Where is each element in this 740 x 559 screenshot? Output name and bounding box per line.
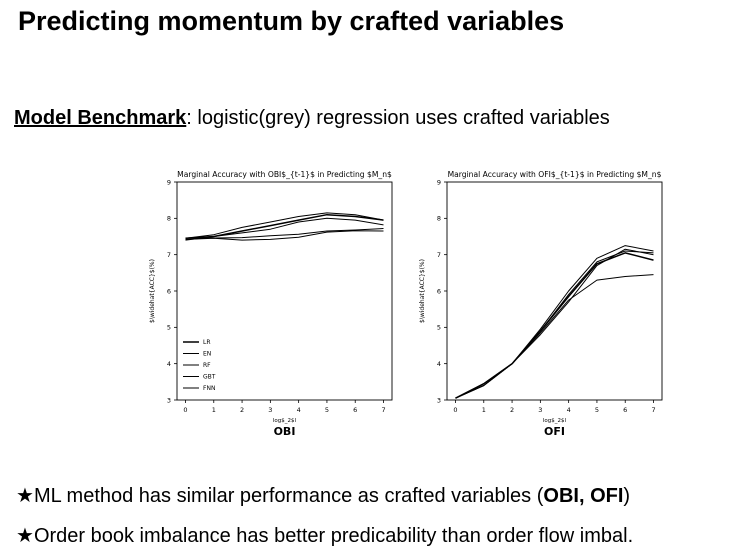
x-tick-label: 4 <box>297 406 301 414</box>
y-tick-label: 7 <box>167 251 171 259</box>
x-tick-label: 7 <box>381 406 385 414</box>
x-tick-label: 3 <box>538 406 542 414</box>
y-tick-label: 9 <box>437 178 441 186</box>
x-tick-label: 5 <box>595 406 599 414</box>
chart-title: Marginal Accuracy with OFI$_{t-1}$ in Pr… <box>448 170 662 179</box>
x-tick-label: 1 <box>212 406 216 414</box>
x-tick-label: 7 <box>651 406 655 414</box>
subtitle-rest: : logistic(grey) regression uses crafted… <box>186 107 610 129</box>
x-axis-label: log$_2$l <box>543 418 567 424</box>
y-tick-label: 3 <box>437 396 441 404</box>
bullet-text-after: ) <box>623 485 631 507</box>
y-tick-label: 4 <box>437 360 441 368</box>
plot-frame <box>446 181 663 401</box>
series-line-4 <box>455 250 654 399</box>
bullet-ml-performance: ★ML method has similar performance as cr… <box>16 483 630 508</box>
bullet-text-before: ML method has similar performance as cra… <box>33 485 544 507</box>
chart-title: Marginal Accuracy with OBI$_{t-1}$ in Pr… <box>177 170 392 179</box>
series-line-en <box>185 212 384 239</box>
y-tick-label: 4 <box>167 360 171 368</box>
obi-accuracy-chart: Marginal Accuracy with OBI$_{t-1}$ in Pr… <box>149 170 393 438</box>
y-tick-label: 8 <box>437 215 441 223</box>
x-tick-label: 5 <box>325 406 329 414</box>
ofi-accuracy-chart: Marginal Accuracy with OFI$_{t-1}$ in Pr… <box>419 170 663 438</box>
x-tick-label: 3 <box>268 406 272 414</box>
legend-label: LR <box>203 339 211 346</box>
x-tick-label: 0 <box>183 406 187 414</box>
x-tick-label: 6 <box>623 406 627 414</box>
series-line-gbt <box>185 228 384 239</box>
y-axis-label: $\widehat{ACC}$(%) <box>419 259 426 323</box>
legend-label: GBT <box>203 374 216 381</box>
y-tick-label: 6 <box>167 287 171 295</box>
star-icon: ★ <box>16 525 34 547</box>
series-line-1 <box>455 252 654 399</box>
y-tick-label: 5 <box>437 324 441 332</box>
subtitle-lead: Model Benchmark <box>14 107 187 129</box>
series-line-rf <box>185 230 384 241</box>
series-line-5 <box>455 248 654 399</box>
x-tick-label: 6 <box>353 406 357 414</box>
chart-caption: OBI <box>274 425 296 438</box>
x-tick-label: 2 <box>240 406 244 414</box>
legend-label: EN <box>203 351 211 358</box>
x-axis-label: log$_2$l <box>273 418 297 424</box>
chart-caption: OFI <box>544 425 565 438</box>
y-tick-label: 7 <box>437 251 441 259</box>
x-tick-label: 4 <box>567 406 571 414</box>
legend-label: FNN <box>203 385 215 392</box>
star-icon: ★ <box>16 485 34 507</box>
y-tick-label: 3 <box>167 396 171 404</box>
x-tick-label: 1 <box>482 406 486 414</box>
series-line-fnn <box>185 217 384 241</box>
x-tick-label: 2 <box>510 406 514 414</box>
slide-subtitle: Model Benchmark: logistic(grey) regressi… <box>14 107 610 130</box>
x-tick-label: 0 <box>453 406 457 414</box>
y-axis-label: $\widehat{ACC}$(%) <box>149 259 156 323</box>
y-tick-label: 5 <box>167 324 171 332</box>
y-tick-label: 9 <box>167 178 171 186</box>
slide-title: Predicting momentum by crafted variables <box>18 6 565 36</box>
bullet-text-bold: OBI, OFI <box>543 485 624 507</box>
y-tick-label: 8 <box>167 215 171 223</box>
y-tick-label: 6 <box>437 287 441 295</box>
bullet-text: Order book imbalance has better predicab… <box>33 525 634 547</box>
series-line-3 <box>455 274 654 399</box>
legend-label: RF <box>203 362 211 369</box>
bullet-obi-vs-ofi: ★Order book imbalance has better predica… <box>16 523 633 548</box>
series-line-2 <box>455 245 654 399</box>
